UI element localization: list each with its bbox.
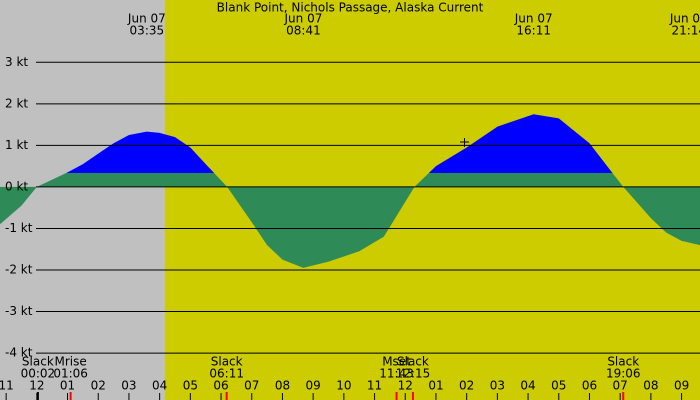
event-time: 12:15: [396, 367, 431, 381]
y-tick-label: 0 kt: [5, 179, 28, 193]
x-tick-label: 01: [428, 379, 443, 393]
ebb-area: [0, 173, 700, 268]
y-tick-label: 1 kt: [5, 138, 28, 152]
y-tick-label: 2 kt: [5, 96, 28, 110]
event-name: Slack: [22, 355, 54, 369]
x-tick-label: 01: [60, 379, 75, 393]
x-tick-label: 10: [336, 379, 351, 393]
y-tick-label: -1 kt: [5, 221, 33, 235]
event-name: Mset: [382, 355, 411, 369]
peak-date: Jun 07: [669, 12, 700, 26]
x-tick-label: 02: [459, 379, 474, 393]
x-tick-label: 06: [582, 379, 597, 393]
x-tick-label: 11: [367, 379, 382, 393]
event-time: 00:02: [21, 367, 56, 381]
x-tick-label: 09: [306, 379, 321, 393]
x-tick-label: 04: [152, 379, 167, 393]
peak-date: Jun 07: [284, 12, 323, 26]
peak-date: Jun 07: [514, 12, 553, 26]
x-tick-label: 02: [91, 379, 106, 393]
y-tick-label: -4 kt: [5, 346, 33, 360]
x-tick-label: 05: [551, 379, 566, 393]
curve-layer: [0, 114, 700, 268]
x-tick-label: 08: [275, 379, 290, 393]
peak-date: Jun 07: [127, 12, 166, 26]
y-tick-label: 3 kt: [5, 55, 28, 69]
chart-title: Blank Point, Nichols Passage, Alaska Cur…: [217, 1, 484, 15]
event-name: Slack: [211, 355, 243, 369]
x-tick-label: 11: [0, 379, 14, 393]
x-tick-label: 03: [121, 379, 136, 393]
x-tick-label: 07: [244, 379, 259, 393]
x-tick-label: 09: [674, 379, 689, 393]
peak-time: 08:41: [286, 24, 321, 38]
peak-time: 16:11: [516, 24, 551, 38]
x-tick-label: 04: [520, 379, 535, 393]
night-background: [0, 0, 165, 400]
flood-area: [66, 114, 613, 173]
y-tick-label: -3 kt: [5, 304, 33, 318]
x-tick-label: 05: [183, 379, 198, 393]
peak-time: 03:35: [130, 24, 165, 38]
peak-time: 21:14: [671, 24, 700, 38]
event-time: 19:06: [606, 367, 641, 381]
x-tick-label: 03: [490, 379, 505, 393]
event-time: 11:43: [379, 367, 414, 381]
x-tick-label: 08: [643, 379, 658, 393]
event-name: Slack: [397, 355, 429, 369]
y-tick-label: -2 kt: [5, 262, 33, 276]
x-tick-label: 06: [213, 379, 228, 393]
event-name: Mrise: [54, 355, 86, 369]
x-tick-label: 12: [398, 379, 413, 393]
event-name: Slack: [607, 355, 639, 369]
event-time: 06:11: [209, 367, 244, 381]
x-tick-label: 12: [29, 379, 44, 393]
event-time: 01:06: [53, 367, 88, 381]
x-tick-label: 07: [613, 379, 628, 393]
